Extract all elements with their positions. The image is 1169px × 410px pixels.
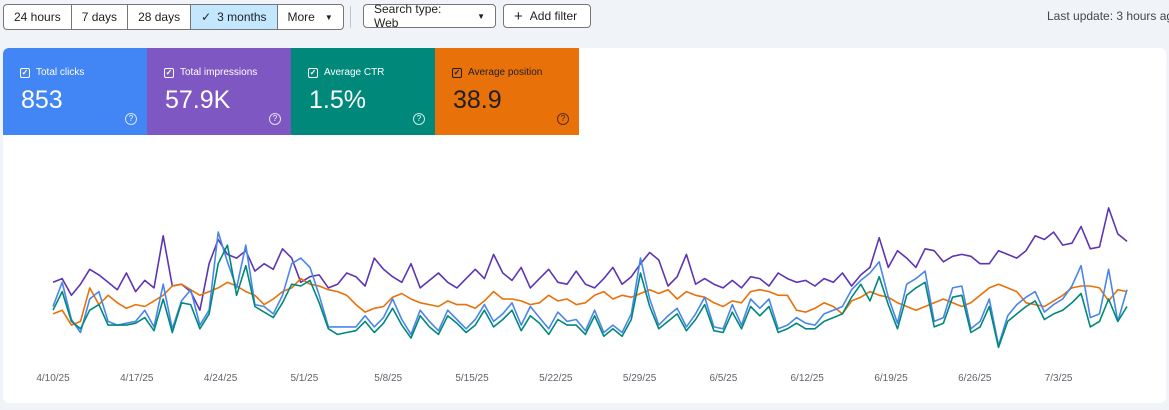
metric-tile-average-position[interactable]: ✓ Average position 38.9 ?: [435, 48, 579, 135]
range-7-days-button[interactable]: 7 days: [72, 5, 129, 29]
metric-tile-total-impressions[interactable]: ✓ Total impressions 57.9K ?: [147, 48, 291, 135]
series-line-total-impressions: [52, 207, 1128, 312]
x-tick-label: 5/15/25: [455, 373, 489, 384]
metric-value: 1.5%: [309, 86, 366, 114]
metric-value: 38.9: [453, 86, 502, 114]
metric-label: Total impressions: [180, 67, 258, 78]
range-label: More: [287, 10, 315, 24]
metric-label: Total clicks: [36, 67, 85, 78]
add-filter-label: Add filter: [529, 9, 578, 23]
x-tick-label: 4/17/25: [120, 373, 154, 384]
range-label: 28 days: [138, 10, 181, 24]
search-type-label: Search type: Web: [374, 2, 442, 30]
range-24-hours-button[interactable]: 24 hours: [4, 5, 72, 29]
checkbox-icon[interactable]: ✓: [452, 68, 462, 78]
range-28-days-button[interactable]: 28 days: [128, 5, 192, 29]
x-tick-label: 6/19/25: [874, 373, 908, 384]
x-tick-label: 6/5/25: [709, 373, 737, 384]
series-line-average-ctr: [52, 244, 1128, 349]
performance-chart: 4/10/25 4/17/25 4/24/25 5/1/25 5/8/25 5/15/25…: [36, 207, 1128, 384]
metric-value: 57.9K: [165, 86, 231, 114]
help-icon[interactable]: ?: [269, 113, 281, 125]
x-tick-label: 5/22/25: [539, 373, 573, 384]
help-icon[interactable]: ?: [125, 113, 137, 125]
checkbox-icon[interactable]: ✓: [308, 68, 318, 78]
metric-tile-average-ctr[interactable]: ✓ Average CTR 1.5% ?: [291, 48, 435, 135]
x-tick-label: 5/8/25: [374, 373, 402, 384]
metric-label: Average CTR: [324, 67, 385, 78]
series-line-total-clicks: [52, 231, 1128, 347]
checkbox-icon[interactable]: ✓: [20, 68, 30, 78]
last-update-text: Last update: 3 hours ago: [1047, 9, 1169, 23]
checkbox-icon[interactable]: ✓: [164, 68, 174, 78]
x-tick-label: 5/29/25: [623, 373, 657, 384]
caret-down-icon: ▼: [477, 11, 485, 21]
metric-tile-total-clicks[interactable]: ✓ Total clicks 853 ?: [3, 48, 147, 135]
performance-card: 4/10/25 4/17/25 4/24/25 5/1/25 5/8/25 5/15/25…: [3, 48, 1166, 403]
add-filter-button[interactable]: + Add filter: [503, 4, 591, 28]
x-tick-label: 4/24/25: [204, 373, 238, 384]
range-label: 24 hours: [14, 10, 61, 24]
x-tick-label: 6/12/25: [791, 373, 825, 384]
x-tick-label: 4/10/25: [36, 373, 70, 384]
caret-down-icon: ▼: [324, 12, 333, 22]
date-range-toolbar: 24 hours 7 days 28 days ✓ 3 months More ▼ …: [0, 0, 1169, 34]
toolbar-divider: [350, 6, 351, 28]
x-tick-label: 7/3/25: [1045, 373, 1073, 384]
x-tick-label: 6/26/25: [958, 373, 992, 384]
x-tick-label: 5/1/25: [290, 373, 318, 384]
date-range-selector: 24 hours 7 days 28 days ✓ 3 months More ▼: [3, 4, 344, 30]
range-label: 7 days: [81, 10, 118, 24]
plus-icon: +: [514, 7, 523, 25]
range-3-months-button[interactable]: ✓ 3 months: [191, 5, 278, 29]
search-type-dropdown[interactable]: Search type: Web ▼: [363, 2, 496, 30]
metric-value: 853: [21, 86, 63, 114]
metric-label: Average position: [468, 67, 543, 78]
checkmark-icon: ✓: [201, 10, 212, 24]
help-icon[interactable]: ?: [413, 113, 425, 125]
metric-tiles: ✓ Total clicks 853 ? ✓ Total impressions…: [3, 48, 579, 135]
range-more-button[interactable]: More ▼: [278, 5, 343, 29]
range-label: 3 months: [217, 10, 267, 24]
help-icon[interactable]: ?: [557, 113, 569, 125]
